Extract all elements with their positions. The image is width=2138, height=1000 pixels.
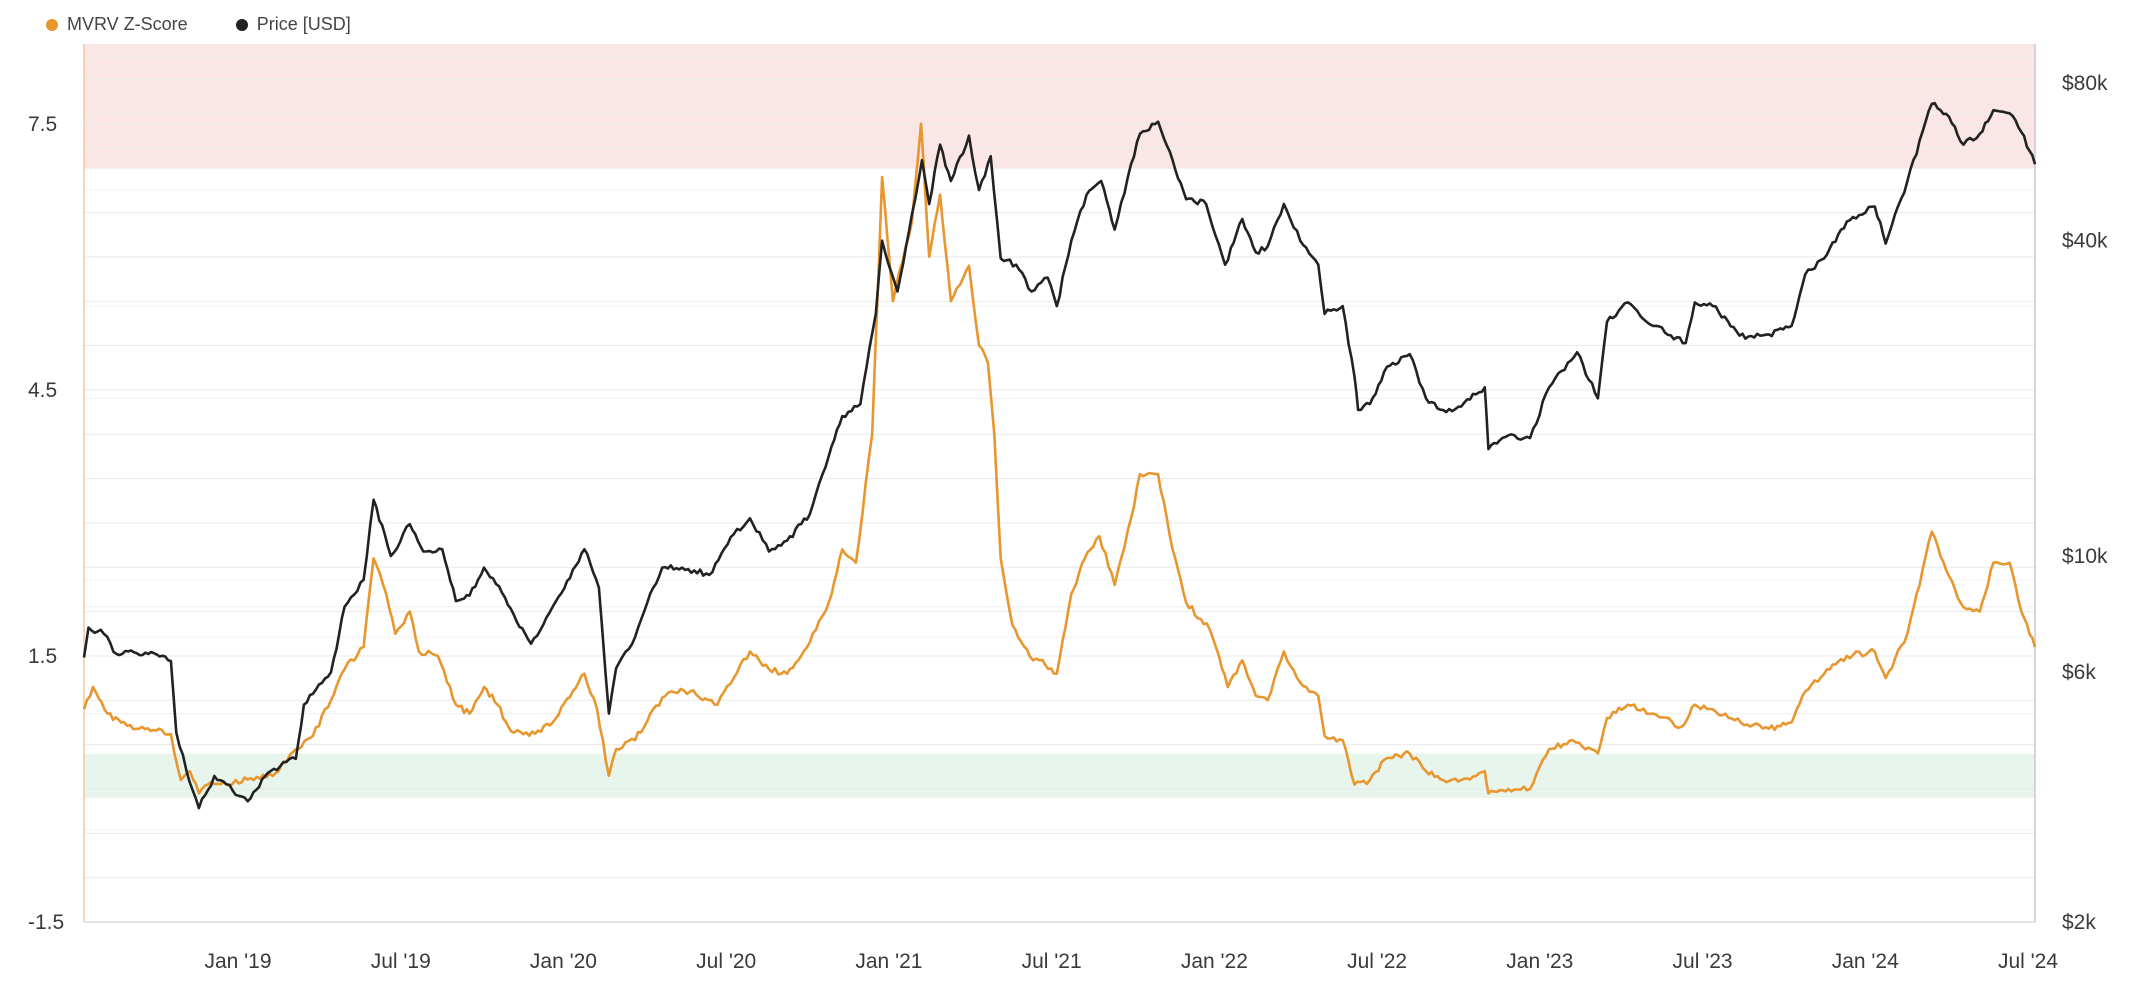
right-tick-label: $80k	[2062, 72, 2108, 95]
x-tick-label: Jan '24	[1832, 950, 1899, 973]
x-tick-label: Jan '19	[204, 950, 271, 973]
x-tick-label: Jul '20	[696, 950, 756, 973]
x-tick-label: Jan '21	[855, 950, 922, 973]
right-tick-label: $10k	[2062, 545, 2108, 568]
left-tick-label: 4.5	[28, 379, 57, 402]
series-line-mvrv-z-score	[82, 122, 2037, 795]
legend-item-mvrv[interactable]: MVRV Z-Score	[46, 14, 188, 35]
x-tick-label: Jul '23	[1673, 950, 1733, 973]
x-tick-label: Jan '20	[530, 950, 597, 973]
x-tick-label: Jan '23	[1506, 950, 1573, 973]
zone-undervalued	[84, 753, 2035, 798]
zone-overvalued	[84, 44, 2035, 169]
legend-dot-mvrv-icon	[46, 18, 58, 31]
x-tick-label: Jul '19	[371, 950, 431, 973]
legend-dot-price-icon	[235, 18, 248, 31]
series-line-price-usd-	[82, 101, 2037, 810]
x-tick-label: Jul '22	[1347, 950, 1407, 973]
right-tick-label: $6k	[2062, 661, 2096, 684]
x-tick-label: Jul '24	[1998, 950, 2058, 973]
right-tick-label: $40k	[2062, 230, 2108, 253]
legend-item-price[interactable]: Price [USD]	[235, 14, 351, 35]
legend-label-mvrv: MVRV Z-Score	[67, 14, 188, 34]
x-tick-label: Jul '21	[1022, 950, 1082, 973]
x-tick-label: Jan '22	[1181, 950, 1248, 973]
legend-label-price: Price [USD]	[256, 14, 351, 34]
left-tick-label: 1.5	[28, 645, 57, 668]
right-tick-label: $2k	[2062, 911, 2096, 934]
chart-legend: MVRV Z-Score Price [USD]	[46, 14, 351, 35]
left-tick-label: -1.5	[28, 911, 64, 934]
left-tick-label: 7.5	[28, 113, 57, 136]
